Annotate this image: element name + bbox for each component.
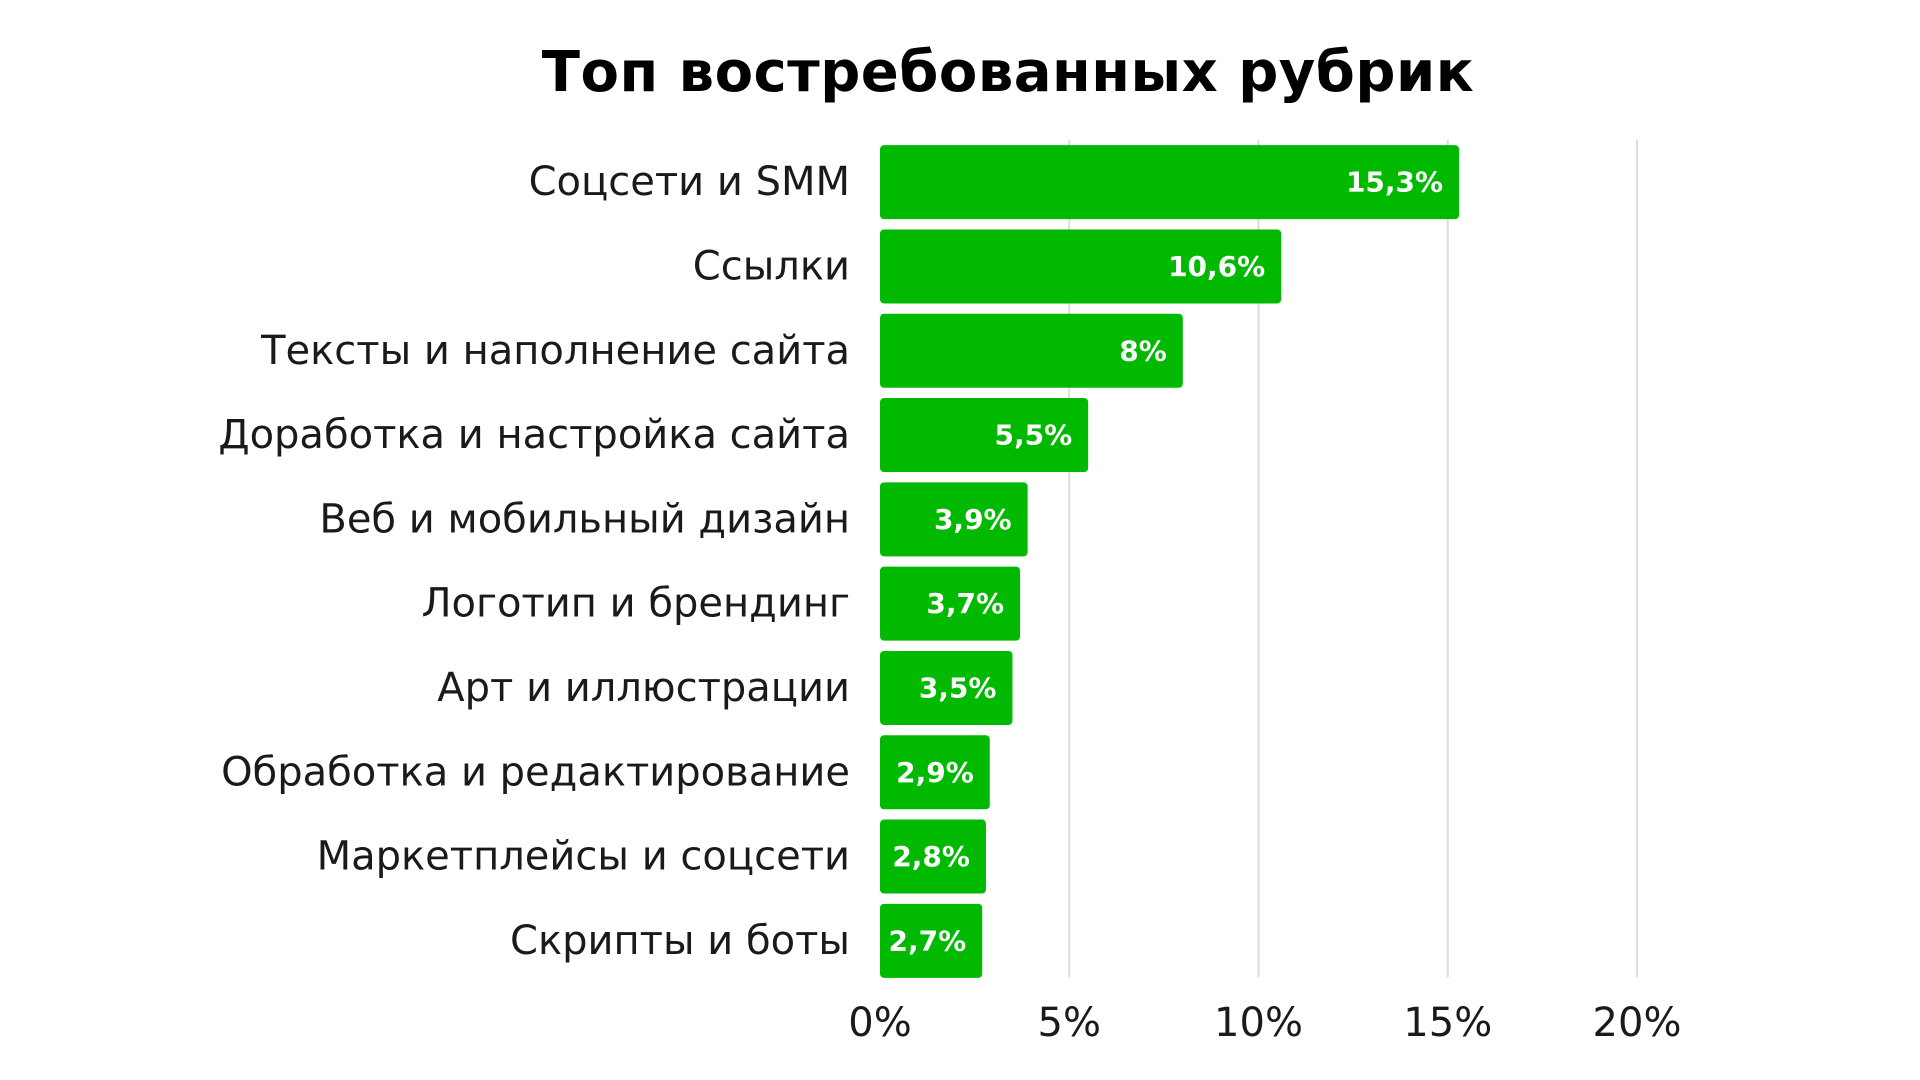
data-label: 3,7%	[926, 587, 1004, 620]
category-label: Скрипты и боты	[510, 918, 850, 964]
data-label: 2,7%	[889, 924, 967, 957]
data-label: 2,8%	[892, 840, 970, 873]
bar-2	[880, 229, 1282, 304]
bar-1	[880, 145, 1460, 220]
data-label: 15,3%	[1346, 166, 1443, 199]
bar-7	[880, 650, 1013, 725]
category-label: Арт и иллюстрации	[437, 665, 850, 711]
data-label: 2,9%	[896, 756, 974, 789]
category-label: Тексты и наполнение сайта	[260, 328, 850, 374]
x-tick-label: 15%	[1403, 1000, 1492, 1046]
bar-5	[880, 482, 1028, 557]
category-label: Логотип и брендинг	[421, 581, 850, 627]
data-label: 3,5%	[919, 671, 997, 704]
bar-8	[880, 735, 990, 810]
category-label: Обработка и редактирование	[221, 749, 850, 795]
data-label: 8%	[1119, 334, 1167, 367]
category-label: Доработка и настройка сайта	[218, 412, 850, 458]
data-label: 10,6%	[1168, 250, 1265, 283]
data-label: 3,9%	[934, 503, 1012, 536]
bar-4	[880, 398, 1089, 473]
category-label: Соцсети и SMM	[529, 159, 850, 205]
bar-10	[880, 903, 983, 978]
x-tick-label: 5%	[1038, 1000, 1101, 1046]
category-label: Ссылки	[693, 243, 850, 289]
bar-6	[880, 566, 1021, 641]
category-label: Маркетплейсы и соцсети	[317, 834, 850, 880]
category-label: Веб и мобильный дизайн	[319, 496, 850, 542]
data-label: 5,5%	[995, 419, 1073, 452]
chart-title: Топ востребованных рубрик	[541, 40, 1475, 105]
x-tick-label: 20%	[1593, 1000, 1682, 1046]
bar-3	[880, 313, 1183, 388]
bar-9	[880, 819, 986, 894]
x-tick-label: 10%	[1214, 1000, 1303, 1046]
x-tick-label: 0%	[848, 1000, 911, 1046]
